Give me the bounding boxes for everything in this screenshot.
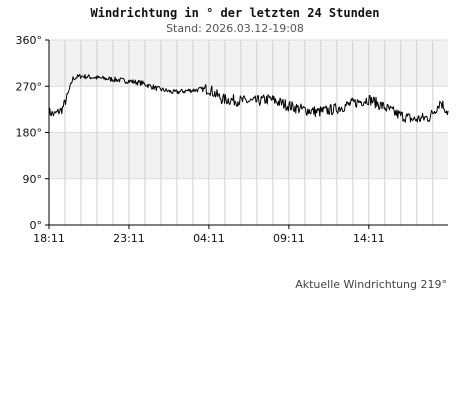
series-line-0 [48,73,449,123]
y-tick-label-180: 180° [16,127,43,140]
y-tick-label-0: 0° [30,219,43,232]
series-group [48,73,449,123]
band-90-180 [49,132,448,179]
current-wind-direction: Aktuelle Windrichtung 219° [295,278,447,291]
x-tick-label-1: 23:11 [113,232,145,245]
x-tick-label-2: 04:11 [193,232,225,245]
x-tick-label-3: 09:11 [273,232,305,245]
x-tick-label-4: 14:11 [353,232,385,245]
x-axis: 18:11 23:11 04:11 09:11 14:11 [33,224,448,245]
chart-subtitle: Stand: 2026.03.12-19:08 [166,22,304,35]
x-tick-label-0: 18:11 [33,232,65,245]
y-tick-label-90: 90° [23,173,43,186]
y-tick-label-360: 360° [16,34,43,47]
chart-title: Windrichtung in ° der letzten 24 Stunden [90,6,380,20]
y-tick-label-270: 270° [16,80,43,93]
plot-bands [49,40,448,179]
plot-gridlines [49,39,448,225]
y-axis: 0° 90° 180° 270° 360° [16,34,50,232]
